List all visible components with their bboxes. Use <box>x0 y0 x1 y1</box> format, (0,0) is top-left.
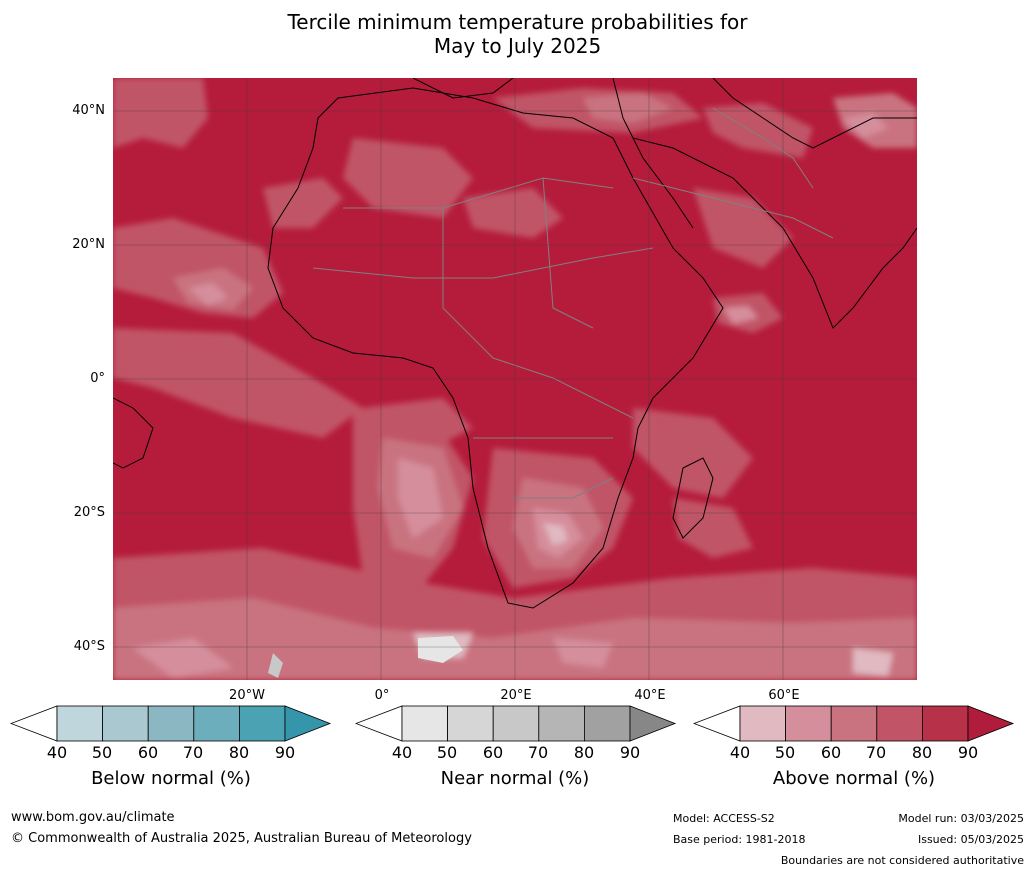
lat-label-20s: 20°S <box>73 505 105 520</box>
colorbar-above-title: Above normal (%) <box>772 768 936 789</box>
country-borders <box>312 107 834 499</box>
footer-model-run: Model run: 03/03/2025 <box>898 812 1024 825</box>
lon-label-60e: 60°E <box>768 688 800 703</box>
colorbar-segment <box>102 705 149 742</box>
colorbar-segment <box>538 705 585 742</box>
chart-title-line2: May to July 2025 <box>433 34 602 58</box>
tick-label: 70 <box>182 743 204 762</box>
tick-label: 90 <box>619 743 641 762</box>
tick-label: 40 <box>46 743 68 762</box>
colorbar-above-normal <box>693 705 1015 742</box>
near-normal-patches <box>268 636 463 678</box>
colorbar-segment <box>401 705 448 742</box>
colorbar-segment <box>739 705 786 742</box>
footer-base-period: Base period: 1981-2018 <box>673 833 806 846</box>
tick-label: 50 <box>91 743 113 762</box>
colorbar-near-normal <box>355 705 677 742</box>
tick-label: 80 <box>573 743 595 762</box>
footer-website[interactable]: www.bom.gov.au/climate <box>11 810 175 825</box>
colorbar-segment <box>147 705 195 742</box>
colorbar-min-extension <box>355 705 403 742</box>
coastlines <box>113 78 917 609</box>
tick-label: 50 <box>774 743 796 762</box>
tick-label: 60 <box>820 743 842 762</box>
footer-issued: Issued: 05/03/2025 <box>917 833 1024 846</box>
tick-label: 90 <box>274 743 296 762</box>
colorbar-segment <box>492 705 540 742</box>
tick-label: 80 <box>911 743 933 762</box>
lon-label-0: 0° <box>374 688 390 703</box>
tick-label: 60 <box>482 743 504 762</box>
colorbar-segment <box>876 705 923 742</box>
lat-label-40n: 40°N <box>72 103 105 118</box>
colorbar-below-normal <box>10 705 332 742</box>
tick-label: 80 <box>228 743 250 762</box>
colorbar-segment <box>830 705 878 742</box>
tick-label: 40 <box>391 743 413 762</box>
colorbar-segment <box>193 705 240 742</box>
footer-disclaimer: Boundaries are not considered authoritat… <box>780 854 1024 867</box>
colorbar-below-title: Below normal (%) <box>91 768 251 789</box>
lat-label-40s: 40°S <box>73 639 105 654</box>
colorbar-max-extension <box>967 705 1015 742</box>
colorbar-segment <box>56 705 103 742</box>
lon-label-40e: 40°E <box>634 688 666 703</box>
tick-label: 60 <box>137 743 159 762</box>
colorbar-segment <box>785 705 832 742</box>
colorbar-max-extension <box>284 705 332 742</box>
colorbar-segment <box>583 705 631 742</box>
tick-label: 90 <box>957 743 979 762</box>
lon-label-20e: 20°E <box>500 688 532 703</box>
footer-model: Model: ACCESS-S2 <box>673 812 775 825</box>
tick-label: 70 <box>527 743 549 762</box>
tick-label: 50 <box>436 743 458 762</box>
gridlines <box>113 78 917 680</box>
tick-label: 70 <box>865 743 887 762</box>
colorbar-min-extension <box>693 705 741 742</box>
lat-label-20n: 20°N <box>72 237 105 252</box>
colorbar-min-extension <box>10 705 58 742</box>
lon-label-20w: 20°W <box>229 688 265 703</box>
colorbar-segment <box>238 705 286 742</box>
colorbar-near-title: Near normal (%) <box>440 768 590 789</box>
footer-copyright: © Commonwealth of Australia 2025, Austra… <box>11 831 472 846</box>
colorbar-max-extension <box>629 705 677 742</box>
tick-label: 40 <box>729 743 751 762</box>
colorbar-segment <box>921 705 969 742</box>
probability-map <box>113 78 917 680</box>
colorbar-segment <box>447 705 494 742</box>
lat-label-0: 0° <box>90 371 105 386</box>
chart-title-line1: Tercile minimum temperature probabilitie… <box>287 10 748 34</box>
